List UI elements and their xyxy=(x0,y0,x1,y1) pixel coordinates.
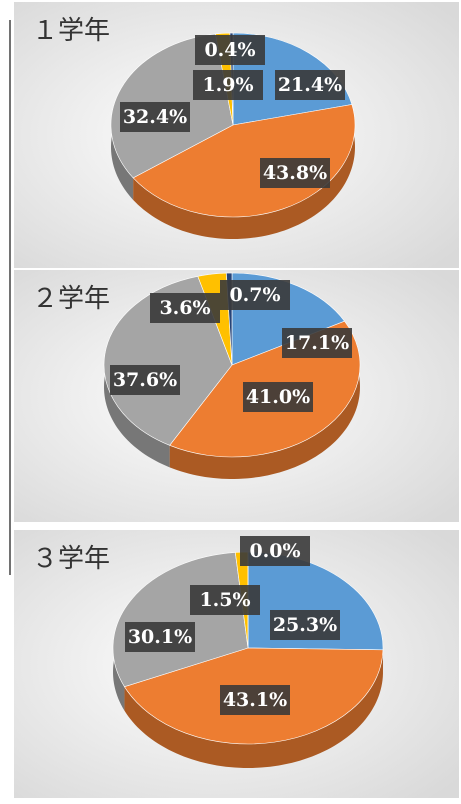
data-label-box xyxy=(120,102,190,132)
data-label-box xyxy=(125,622,195,652)
data-label: 0.0% xyxy=(249,540,300,562)
data-label: 3.6% xyxy=(159,297,210,319)
data-label-box xyxy=(193,70,263,100)
slice-side xyxy=(124,649,383,768)
data-label: 32.4% xyxy=(123,106,187,128)
data-label: 17.1% xyxy=(285,332,349,354)
data-label: 1.9% xyxy=(202,74,253,96)
data-label: 21.4% xyxy=(278,74,342,96)
data-label: 1.5% xyxy=(199,589,250,611)
data-label-box xyxy=(240,536,310,566)
data-label-box xyxy=(150,293,220,323)
data-label: 30.1% xyxy=(128,626,192,648)
data-label-box xyxy=(275,70,345,100)
data-label-box xyxy=(110,365,180,395)
data-label-box xyxy=(270,610,340,640)
chart-title: ３学年 xyxy=(32,544,110,574)
data-label-box xyxy=(260,158,330,188)
data-label: 37.6% xyxy=(113,369,177,391)
data-label: 43.8% xyxy=(263,162,327,184)
data-label-box xyxy=(190,585,260,615)
data-label-box xyxy=(195,35,265,65)
data-label: 43.1% xyxy=(223,689,287,711)
data-label-box xyxy=(243,382,313,412)
data-label: 25.3% xyxy=(273,614,337,636)
data-label-box xyxy=(220,685,290,715)
data-label-box xyxy=(220,280,290,310)
data-label: 41.0% xyxy=(246,386,310,408)
slice-side xyxy=(169,321,360,479)
data-label: 0.4% xyxy=(204,39,255,61)
data-label-box xyxy=(282,328,352,358)
data-label: 0.7% xyxy=(229,284,280,306)
chart-title: １学年 xyxy=(32,16,110,46)
slice-side xyxy=(133,104,355,239)
pie-slice xyxy=(132,104,356,218)
chart-title: ２学年 xyxy=(32,284,110,314)
